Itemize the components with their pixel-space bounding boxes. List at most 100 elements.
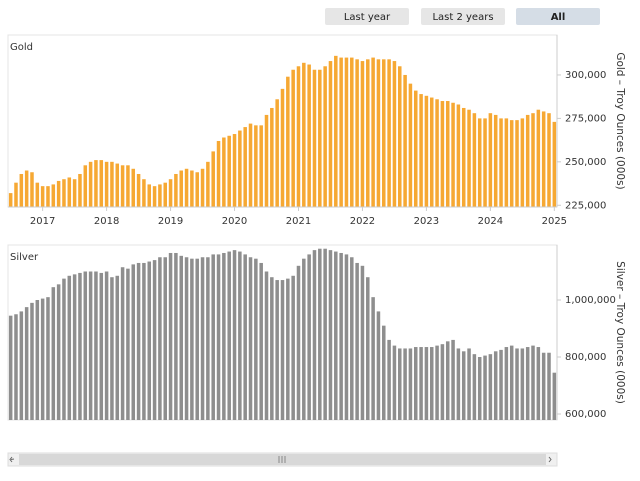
bar: [371, 297, 375, 420]
bar: [366, 277, 370, 420]
button-label[interactable]: Last 2 years: [432, 12, 493, 23]
bar: [312, 250, 317, 420]
bar: [398, 66, 402, 207]
bar: [552, 372, 557, 420]
bar: [334, 251, 338, 420]
bar: [488, 113, 493, 207]
x-tick-label: 2022: [350, 216, 375, 227]
bar: [382, 59, 386, 208]
bar: [472, 354, 477, 420]
bar: [435, 99, 439, 207]
bar: [392, 345, 397, 420]
bar: [429, 97, 434, 207]
bar: [83, 271, 88, 420]
bar: [461, 351, 466, 420]
bar: [8, 315, 13, 420]
bar: [104, 271, 109, 420]
bar: [424, 347, 429, 420]
bar: [477, 118, 482, 207]
bar: [51, 287, 56, 420]
y-tick-label: 250,000: [565, 157, 606, 168]
bar: [520, 118, 525, 207]
y-tick-label: 300,000: [565, 70, 606, 81]
button-last-year[interactable]: Last year: [325, 8, 409, 25]
bar: [206, 257, 210, 420]
bar: [67, 275, 72, 420]
y-tick-label: 225,000: [565, 200, 606, 211]
button-all[interactable]: All: [516, 8, 600, 25]
bar: [72, 179, 77, 207]
bar: [147, 261, 152, 420]
bar: [120, 267, 125, 420]
bar: [408, 348, 413, 420]
bar: [200, 168, 205, 207]
bar: [339, 252, 343, 420]
bar: [318, 248, 322, 420]
bar: [360, 265, 365, 420]
bar: [56, 284, 61, 420]
bar: [19, 311, 24, 420]
bar: [200, 257, 205, 420]
bar: [509, 120, 514, 207]
x-tick-label: 2023: [414, 216, 439, 227]
bar: [350, 57, 354, 207]
bar: [493, 114, 498, 207]
bar: [472, 113, 477, 207]
bar: [88, 161, 93, 207]
bar: [104, 161, 109, 207]
bar: [413, 90, 418, 207]
bar: [78, 173, 82, 207]
bar: [429, 347, 434, 420]
button-label[interactable]: All: [551, 12, 566, 23]
bar: [398, 348, 402, 420]
bar: [360, 61, 365, 207]
bar: [493, 351, 498, 420]
bar: [136, 173, 141, 207]
scrollbar[interactable]: [7, 452, 558, 467]
bar: [302, 258, 306, 420]
bar: [413, 347, 418, 420]
button-label[interactable]: Last year: [344, 12, 391, 23]
bar: [424, 95, 429, 207]
bar: [30, 172, 34, 207]
bar: [403, 74, 407, 207]
bar: [302, 62, 306, 208]
bar: [94, 271, 98, 420]
bar: [254, 125, 258, 207]
bar: [270, 107, 274, 207]
bar: [456, 104, 461, 207]
bar: [238, 130, 242, 207]
bar: [467, 348, 471, 420]
bar: [376, 311, 381, 420]
bar: [339, 57, 343, 207]
bar: [376, 59, 381, 208]
bar: [30, 302, 34, 420]
bar: [259, 262, 263, 420]
bar: [168, 252, 173, 420]
bar: [211, 151, 215, 207]
bar: [168, 179, 173, 207]
bar: [477, 357, 482, 420]
button-last-2-years[interactable]: Last 2 years: [421, 8, 505, 25]
bar: [366, 59, 370, 208]
bar: [520, 348, 525, 420]
bar: [318, 69, 322, 208]
bar: [62, 179, 66, 207]
bar: [531, 345, 535, 420]
bar: [419, 347, 423, 420]
bar: [461, 107, 466, 207]
bar: [312, 69, 317, 208]
bar: [238, 251, 242, 420]
bar: [40, 298, 45, 420]
bar: [142, 179, 146, 207]
bar: [222, 252, 226, 420]
bar: [243, 254, 247, 420]
bar: [120, 165, 125, 207]
bar: [483, 355, 487, 420]
bar: [131, 264, 136, 420]
bar: [296, 66, 301, 207]
bar: [264, 271, 269, 420]
bar: [147, 184, 152, 207]
bar: [190, 258, 194, 420]
bar: [467, 109, 471, 207]
